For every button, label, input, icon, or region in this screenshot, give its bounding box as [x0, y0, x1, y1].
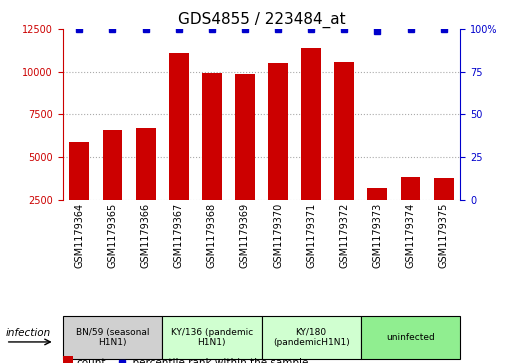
Text: count: count	[77, 358, 106, 363]
Bar	[135, 128, 155, 242]
Text: KY/136 (pandemic
H1N1): KY/136 (pandemic H1N1)	[170, 328, 253, 347]
Bar	[334, 62, 354, 242]
FancyBboxPatch shape	[162, 316, 262, 359]
Bar	[103, 130, 122, 242]
Text: BN/59 (seasonal
H1N1): BN/59 (seasonal H1N1)	[76, 328, 149, 347]
Text: uninfected: uninfected	[386, 333, 435, 342]
Bar	[70, 142, 89, 242]
Bar	[169, 53, 189, 242]
Title: GDS4855 / 223484_at: GDS4855 / 223484_at	[178, 12, 345, 28]
Bar	[434, 178, 453, 242]
Bar	[63, 356, 73, 363]
Bar	[268, 63, 288, 242]
FancyBboxPatch shape	[361, 316, 460, 359]
Bar	[368, 188, 388, 242]
FancyBboxPatch shape	[262, 316, 361, 359]
Text: percentile rank within the sample: percentile rank within the sample	[127, 358, 309, 363]
Bar	[202, 73, 222, 242]
Bar	[401, 177, 420, 242]
FancyBboxPatch shape	[63, 316, 162, 359]
Text: infection: infection	[6, 328, 51, 338]
Text: KY/180
(pandemicH1N1): KY/180 (pandemicH1N1)	[273, 328, 349, 347]
Bar	[235, 74, 255, 242]
Bar	[301, 48, 321, 242]
